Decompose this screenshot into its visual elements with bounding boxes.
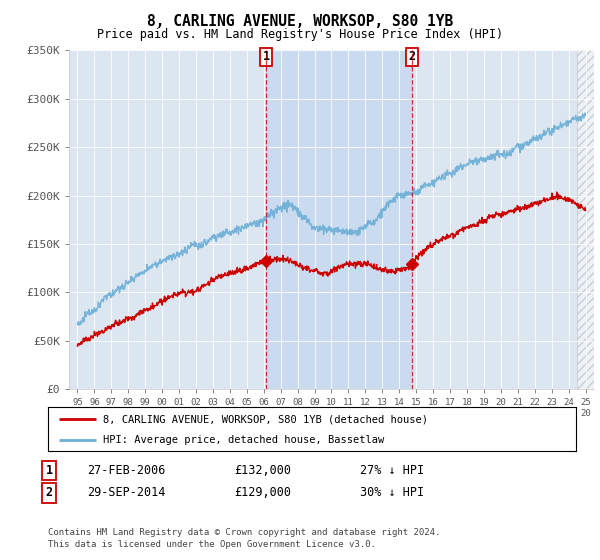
Text: 27-FEB-2006: 27-FEB-2006: [87, 464, 166, 477]
Text: 1: 1: [46, 464, 53, 477]
Text: Price paid vs. HM Land Registry's House Price Index (HPI): Price paid vs. HM Land Registry's House …: [97, 28, 503, 41]
Text: 8, CARLING AVENUE, WORKSOP, S80 1YB: 8, CARLING AVENUE, WORKSOP, S80 1YB: [147, 14, 453, 29]
Text: Contains HM Land Registry data © Crown copyright and database right 2024.
This d: Contains HM Land Registry data © Crown c…: [48, 528, 440, 549]
Text: 8, CARLING AVENUE, WORKSOP, S80 1YB (detached house): 8, CARLING AVENUE, WORKSOP, S80 1YB (det…: [103, 414, 428, 424]
Text: HPI: Average price, detached house, Bassetlaw: HPI: Average price, detached house, Bass…: [103, 435, 385, 445]
Text: 29-SEP-2014: 29-SEP-2014: [87, 486, 166, 500]
Text: 27% ↓ HPI: 27% ↓ HPI: [360, 464, 424, 477]
Text: 1: 1: [263, 50, 270, 63]
Bar: [577, 50, 594, 389]
Bar: [266, 50, 412, 389]
Text: 2: 2: [409, 50, 416, 63]
Text: £129,000: £129,000: [234, 486, 291, 500]
Text: 2: 2: [46, 486, 53, 500]
Text: 30% ↓ HPI: 30% ↓ HPI: [360, 486, 424, 500]
Text: £132,000: £132,000: [234, 464, 291, 477]
